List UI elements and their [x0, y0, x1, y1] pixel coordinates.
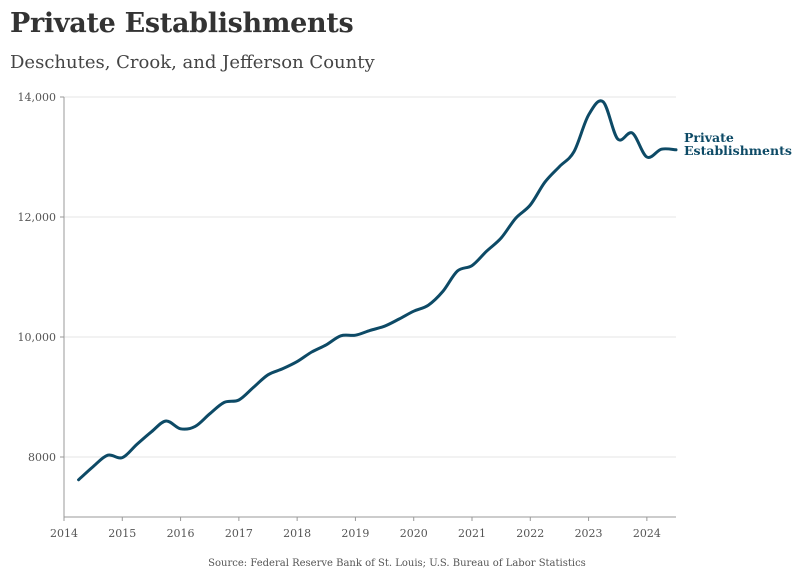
x-tick-label: 2023: [575, 527, 603, 540]
x-tick-label: 2018: [283, 527, 311, 540]
x-tick-label: 2016: [167, 527, 195, 540]
series-label-line: Establishments: [684, 143, 792, 158]
series-label: Private Establishments: [684, 130, 792, 158]
x-tick-label: 2017: [225, 527, 253, 540]
series-line-private-establishments: [77, 99, 678, 482]
x-tick-label: 2022: [516, 527, 544, 540]
chart-title: Private Establishments: [10, 8, 354, 39]
y-tick-label: 10,000: [18, 331, 57, 344]
x-tick-label: 2024: [633, 527, 661, 540]
chart-subtitle: Deschutes, Crook, and Jefferson County: [10, 52, 375, 73]
chart-source-note: Source: Federal Reserve Bank of St. Loui…: [208, 558, 586, 569]
x-tick-label: 2014: [50, 527, 78, 540]
series-label-line: Private: [684, 130, 734, 145]
x-tick-label: 2020: [400, 527, 428, 540]
x-tick-label: 2015: [108, 527, 136, 540]
x-tick-label: 2019: [341, 527, 369, 540]
y-tick-label: 12,000: [18, 211, 57, 224]
x-tick-label: 2021: [458, 527, 486, 540]
y-tick-label: 14,000: [18, 91, 57, 104]
y-tick-label: 8000: [28, 451, 56, 464]
